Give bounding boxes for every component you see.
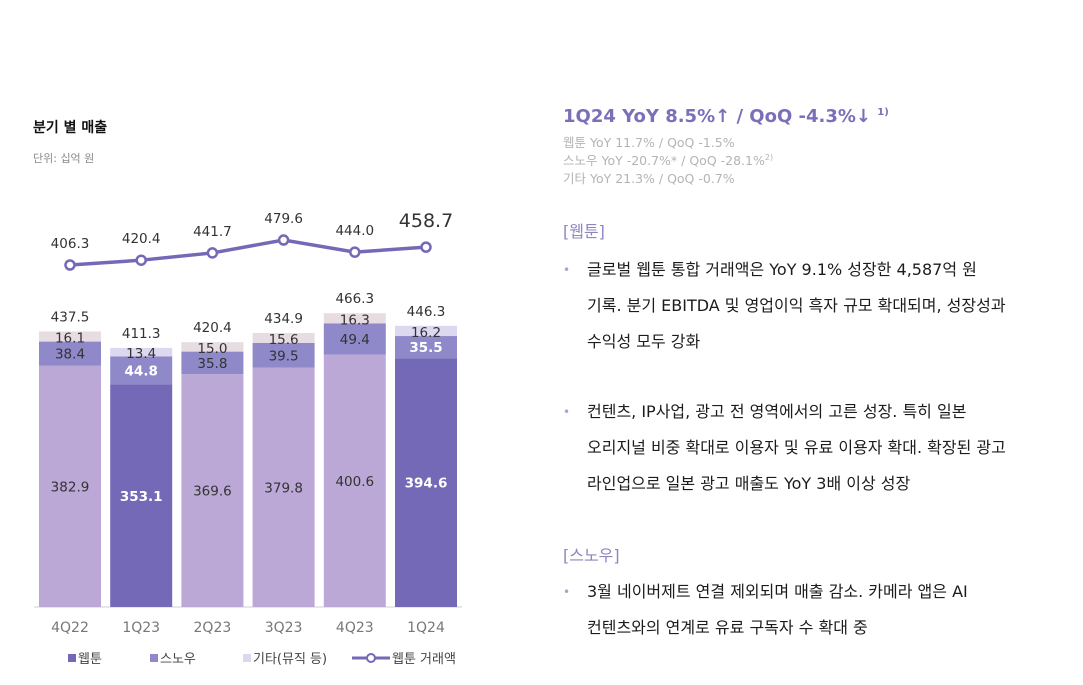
data-label: 13.4 <box>126 346 156 362</box>
data-label: 382.9 <box>51 479 90 495</box>
bar-webtoon <box>110 384 173 607</box>
data-label: 49.4 <box>340 332 370 348</box>
bar-snow <box>110 356 173 385</box>
bullet-icon: • <box>563 263 571 277</box>
bar-webtoon <box>395 358 457 607</box>
data-label: 35.5 <box>409 340 442 356</box>
legend-marker-icon <box>366 653 376 663</box>
line-point <box>349 246 361 258</box>
total-label: 466.3 <box>335 291 374 307</box>
revenue-chart: 382.9 38.416.1 437.5 4Q22 353.1 44.813.4 411.3… <box>34 210 462 667</box>
line-label: 458.7 <box>399 210 453 232</box>
summary-line-webtoon: 웹툰 YoY 11.7% / QoQ -1.5% <box>563 132 735 151</box>
bar-webtoon <box>252 367 315 607</box>
bullet-text-line: 수익성 모두 강화 <box>587 332 701 351</box>
line-label: 420.4 <box>122 231 161 247</box>
total-label: 446.3 <box>407 304 446 320</box>
headline-text: 1Q24 YoY 8.5%↑ / QoQ -4.3%↓ <box>563 106 872 127</box>
total-label: 434.9 <box>264 311 303 327</box>
summary-note: 2) <box>764 152 774 162</box>
bullet-text-line: 오리지널 비중 확대로 이용자 및 유료 이용자 확대. 확장된 광고 <box>587 438 1006 457</box>
bar-other <box>323 313 386 324</box>
data-label: 38.4 <box>55 347 85 363</box>
line-label: 444.0 <box>335 223 374 239</box>
bullet-text-line: 컨텐츠, IP사업, 광고 전 영역에서의 고른 성장. 특히 일본 <box>587 402 967 421</box>
bullet-text-line: 글로벌 웹툰 통합 거래액은 YoY 9.1% 성장한 4,587억 원 <box>587 260 977 279</box>
line-point <box>206 247 219 259</box>
bar-snow <box>39 341 101 366</box>
summary-text: 스노우 YoY -20.7%* / QoQ -28.1% <box>563 153 765 168</box>
total-label: 411.3 <box>122 326 161 342</box>
bar-other <box>252 333 315 343</box>
x-tick-label: 4Q23 <box>336 620 374 636</box>
line-point <box>135 254 147 266</box>
summary-text: 기타 YoY 21.3% / QoQ -0.7% <box>563 171 735 186</box>
data-label: 16.3 <box>340 312 370 328</box>
data-label: 369.6 <box>193 484 232 500</box>
data-label: 394.6 <box>405 476 448 492</box>
data-label: 39.5 <box>269 348 299 364</box>
bullet-icon: • <box>563 585 571 599</box>
chart-unit: 단위: 십억 원 <box>33 152 95 165</box>
data-label: 16.2 <box>411 325 441 341</box>
bullet-icon: • <box>563 405 571 419</box>
data-label: 353.1 <box>120 489 163 505</box>
bar-other <box>395 325 457 337</box>
line-label: 441.7 <box>193 224 232 240</box>
bar-snow <box>395 336 457 359</box>
line-point <box>64 259 76 271</box>
line-label: 479.6 <box>264 211 303 227</box>
line-label: 406.3 <box>51 236 90 252</box>
bar-other <box>181 342 244 352</box>
legend-swatch <box>243 654 251 662</box>
data-label: 35.8 <box>197 356 227 372</box>
legend-label: 기타(뮤직 등) <box>253 652 327 667</box>
bar-snow <box>323 323 386 355</box>
headline: 1Q24 YoY 8.5%↑ / QoQ -4.3%↓ 1) <box>563 106 889 127</box>
bar-other <box>39 331 101 342</box>
section-title-snow: [스노우] <box>563 546 620 565</box>
data-label: 400.6 <box>335 474 374 490</box>
data-label: 16.1 <box>55 331 85 347</box>
line-point <box>420 241 432 253</box>
legend-swatch <box>68 654 76 662</box>
summary-text: 웹툰 YoY 11.7% / QoQ -1.5% <box>563 135 735 150</box>
headline-note: 1) <box>877 107 889 118</box>
total-label: 437.5 <box>51 309 90 325</box>
bar-webtoon <box>39 365 101 607</box>
summary-line-other: 기타 YoY 21.3% / QoQ -0.7% <box>563 168 735 187</box>
line-webtoon-gmv <box>69 238 427 267</box>
x-tick-label: 1Q23 <box>122 620 160 636</box>
bullet-text-line: 기록. 분기 EBITDA 및 영업이익 흑자 규모 확대되며, 성장성과 <box>587 296 1006 315</box>
x-tick-label: 1Q24 <box>407 620 445 636</box>
legend-label: 웹툰 <box>78 652 102 667</box>
bullet-text-line: 컨텐츠와의 연계로 유료 구독자 수 확대 중 <box>587 618 868 637</box>
x-tick-label: 3Q23 <box>265 620 303 636</box>
legend-swatch <box>150 654 158 662</box>
chart-title: 분기 별 매출 <box>33 120 108 136</box>
legend-label: 스노우 <box>160 652 196 667</box>
bar-webtoon <box>181 374 244 607</box>
data-label: 15.0 <box>197 341 227 357</box>
legend-label: 웹툰 거래액 <box>392 652 456 667</box>
data-label: 15.6 <box>269 332 299 348</box>
summary-line-snow: 스노우 YoY -20.7%* / QoQ -28.1%2) <box>563 150 773 169</box>
bullet-text-line: 라인업으로 일본 광고 매출도 YoY 3배 이상 성장 <box>587 474 911 493</box>
line-point <box>277 234 290 246</box>
bar-webtoon <box>323 354 386 607</box>
data-label: 379.8 <box>264 480 303 496</box>
bullet-item: • 3월 네이버제트 연결 제외되며 매출 감소. 카메라 앱은 AI 컨텐츠와의 … <box>563 574 968 646</box>
data-label: 44.8 <box>125 363 158 379</box>
bar-snow <box>181 351 244 375</box>
bullet-text-line: 3월 네이버제트 연결 제외되며 매출 감소. 카메라 앱은 AI <box>587 582 968 601</box>
section-title-webtoon: [웹툰] <box>563 222 605 241</box>
bar-other <box>110 347 173 357</box>
x-tick-label: 4Q22 <box>51 620 89 636</box>
bar-snow <box>252 342 315 368</box>
x-tick-label: 2Q23 <box>194 620 232 636</box>
total-label: 420.4 <box>193 320 232 336</box>
